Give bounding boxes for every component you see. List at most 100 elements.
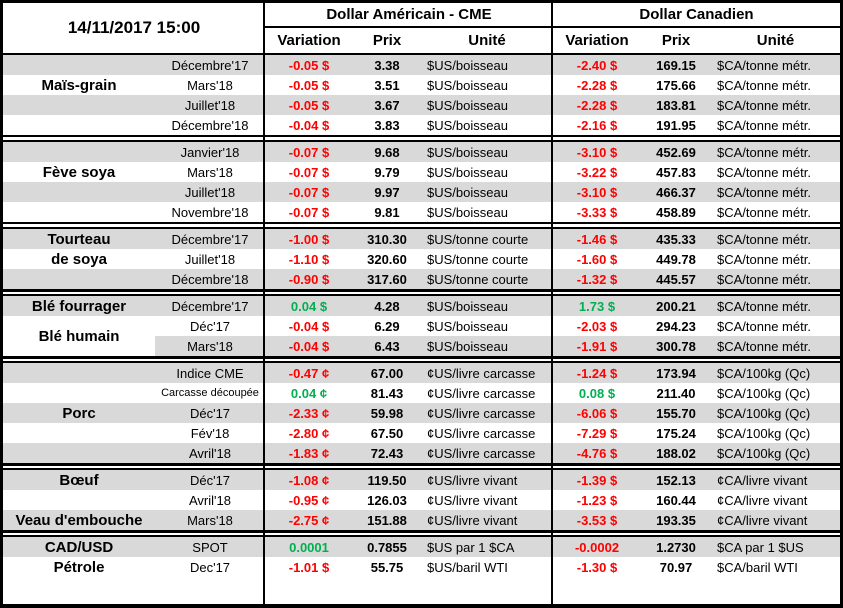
contract-month-cell: Juillet'18: [184, 251, 236, 267]
contract-month-cell: Décembre'17: [171, 231, 249, 247]
commodity-label: Blé humain: [38, 327, 120, 345]
us-unit-cell: ¢US/livre carcasse: [427, 445, 536, 461]
us-variation-cell: -2.33 ¢: [288, 405, 330, 421]
commodity-cell: Fève soya: [42, 163, 116, 181]
us-price-cell: 151.88: [367, 512, 407, 528]
ca-price-cell: 200.21: [656, 298, 696, 314]
us-price-cell: 310.30: [367, 231, 407, 247]
ca-unit-cell: $CA/100kg (Qc): [717, 445, 811, 461]
us-variation-cell: -2.75 ¢: [288, 512, 330, 528]
table-row: Indice CME -0.47 ¢ 67.00 ¢US/livre carcasse…: [3, 363, 840, 383]
contract-month-cell: SPOT: [192, 539, 228, 555]
ca-variation-cell: -1.60 $: [576, 251, 618, 267]
us-price-cell: 119.50: [367, 472, 407, 488]
ca-unit-cell: $CA/tonne métr.: [717, 164, 811, 180]
table-row: Novembre'18 -0.07 $ 9.81 $US/boisseau -3.33 …: [3, 202, 840, 222]
ca-price-cell: 435.33: [656, 231, 696, 247]
commodity-cell: [3, 383, 155, 403]
commodity-cell: Veau d'embouche: [15, 511, 143, 529]
contract-month-cell: Fév'18: [190, 425, 230, 441]
commodity-cell: CAD/USD: [44, 538, 114, 556]
us-variation-cell: -0.90 $: [288, 271, 330, 287]
us-dollar-group-header: Dollar Américain - CME Variation Prix Un…: [265, 3, 553, 53]
table-row: de soya Juillet'18 -1.10 $ 320.60 $US/tonne …: [3, 249, 840, 269]
ca-price-cell: 70.97: [659, 559, 693, 575]
ca-variation-cell: -2.16 $: [576, 117, 618, 133]
ca-price-cell: 152.13: [656, 472, 696, 488]
contract-month-cell: Mars'18: [187, 512, 233, 528]
us-price-cell: 6.43: [374, 338, 400, 354]
ca-price-cell: 160.44: [656, 492, 696, 508]
table-header: 14/11/2017 15:00 Dollar Américain - CME …: [3, 3, 840, 55]
ca-unit-cell: $CA/tonne métr.: [717, 231, 811, 247]
us-unit-cell: ¢US/livre vivant: [427, 512, 518, 528]
ca-variation-column-header: Variation: [565, 32, 629, 49]
commodity-cell: [3, 55, 155, 75]
ca-price-cell: 193.35: [656, 512, 696, 528]
ca-unit-cell: $CA/100kg (Qc): [717, 405, 811, 421]
ca-column-headers: Variation Prix Unité: [553, 28, 840, 53]
us-price-cell: 4.28: [374, 298, 400, 314]
us-price-cell: 3.38: [374, 57, 400, 73]
us-variation-cell: -0.95 ¢: [288, 492, 330, 508]
table-row: Avril'18 -0.95 ¢ 126.03 ¢US/livre vivant -1.…: [3, 490, 840, 510]
table-row: Pétrole Dec'17 -1.01 $ 55.75 $US/baril WTI -1…: [3, 557, 840, 577]
ca-variation-cell: -3.22 $: [576, 164, 618, 180]
us-unit-cell: ¢US/livre vivant: [427, 472, 518, 488]
commodity-cell: Blé humain: [3, 316, 155, 344]
ca-variation-cell: -1.30 $: [576, 559, 618, 575]
us-price-cell: 0.7855: [367, 539, 407, 555]
contract-month-cell: Décembre'17: [171, 57, 249, 73]
us-unit-cell: $US/boisseau: [427, 318, 508, 334]
us-unit-cell: $US/baril WTI: [427, 559, 508, 575]
contract-month-cell: Mars'18: [187, 338, 233, 354]
commodity-cell: [3, 182, 155, 202]
us-variation-cell: -0.04 $: [288, 117, 330, 133]
table-row: Mars'18 -0.04 $ 6.43 $US/boisseau -1.91 $ 300…: [3, 336, 840, 356]
table-row: Porc Déc'17 -2.33 ¢ 59.98 ¢US/livre carcasse…: [3, 403, 840, 423]
ca-unit-cell: $CA/tonne métr.: [717, 271, 811, 287]
ca-unite-column-header: Unité: [756, 32, 795, 49]
table-row: Blé fourrager Décembre'17 0.04 $ 4.28 $US/bo…: [3, 296, 840, 316]
commodity-cell: Blé fourrager: [31, 297, 127, 315]
ca-price-cell: 1.2730: [656, 539, 696, 555]
ca-variation-cell: -3.10 $: [576, 144, 618, 160]
commodity-cell: Pétrole: [53, 558, 105, 576]
us-price-cell: 67.00: [370, 365, 404, 381]
ca-price-cell: 294.23: [656, 318, 696, 334]
ca-unit-cell: $CA/100kg (Qc): [717, 385, 811, 401]
us-unit-cell: $US/boisseau: [427, 77, 508, 93]
ca-unit-cell: $CA/tonne métr.: [717, 77, 811, 93]
ca-price-cell: 175.66: [656, 77, 696, 93]
us-price-cell: 72.43: [370, 445, 404, 461]
us-unite-column-header: Unité: [468, 32, 506, 49]
ca-price-cell: 188.02: [656, 445, 696, 461]
us-price-cell: 59.98: [370, 405, 404, 421]
table-body: Décembre'17 -0.05 $ 3.38 $US/boisseau -2.40 …: [3, 55, 840, 577]
column-divider-left: [263, 3, 265, 604]
ca-group-title: Dollar Canadien: [553, 3, 840, 28]
section-separator: [3, 356, 840, 363]
ca-variation-cell: -1.91 $: [576, 338, 618, 354]
ca-variation-cell: -1.39 $: [576, 472, 618, 488]
us-variation-cell: -0.05 $: [288, 97, 330, 113]
ca-price-cell: 183.81: [656, 97, 696, 113]
table-row: Veau d'embouche Mars'18 -2.75 ¢ 151.88 ¢US/l…: [3, 510, 840, 530]
contract-month-cell: Juillet'18: [184, 184, 236, 200]
commodity-cell: de soya: [51, 250, 107, 268]
us-variation-cell: -0.07 $: [288, 144, 330, 160]
commodity-cell: [3, 95, 155, 115]
us-variation-cell: -0.04 $: [288, 318, 330, 334]
us-unit-cell: $US/boisseau: [427, 184, 508, 200]
report-timestamp: 14/11/2017 15:00: [67, 18, 201, 37]
commodity-cell: [3, 490, 155, 510]
ca-variation-cell: 0.08 $: [578, 385, 616, 401]
ca-unit-cell: $CA/tonne métr.: [717, 97, 811, 113]
contract-month-cell: Carcasse découpée: [161, 386, 259, 399]
us-unit-cell: $US/boisseau: [427, 57, 508, 73]
ca-variation-cell: -0.0002: [574, 539, 620, 555]
ca-variation-cell: -3.53 $: [576, 512, 618, 528]
ca-unit-cell: $CA/baril WTI: [717, 559, 798, 575]
us-variation-cell: 0.04 ¢: [290, 385, 328, 401]
contract-month-cell: Déc'17: [189, 318, 231, 334]
